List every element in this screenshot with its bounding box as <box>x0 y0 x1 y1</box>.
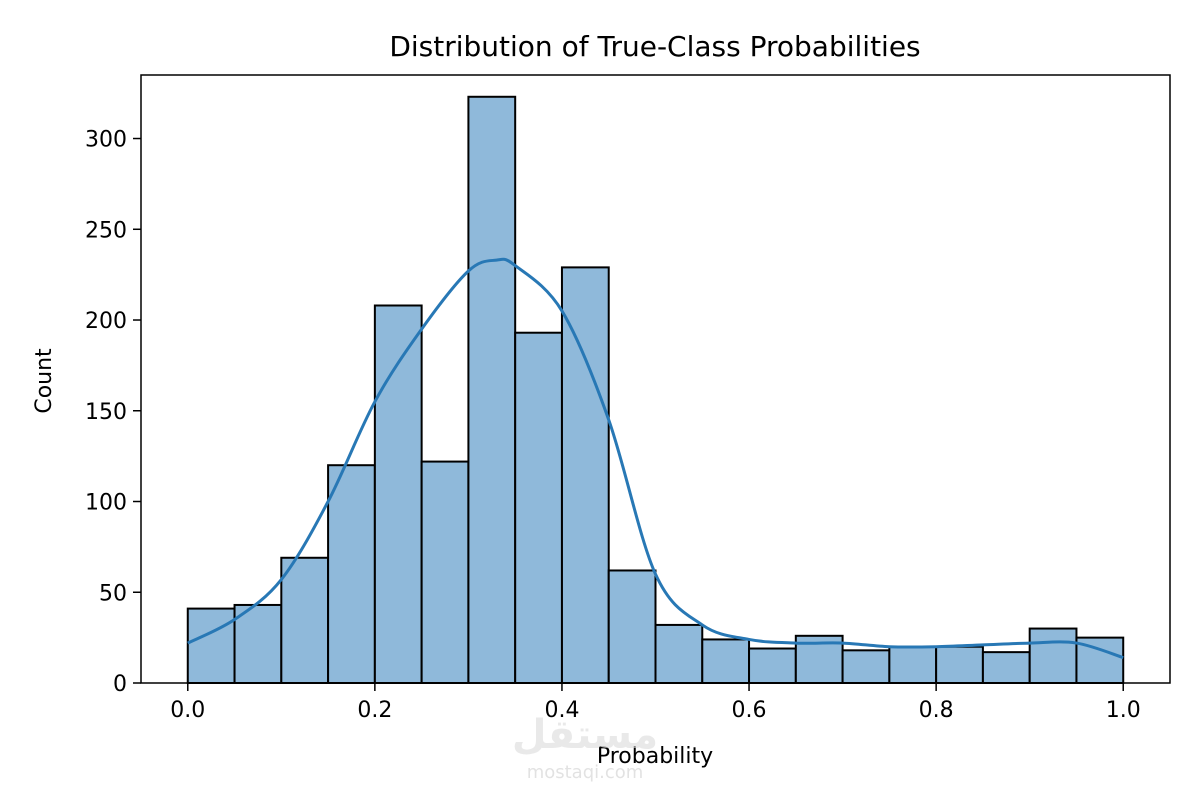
x-tick-label: 0.4 <box>544 698 579 723</box>
histogram-bar <box>654 623 704 684</box>
x-tick-label: 0.0 <box>170 698 205 723</box>
x-tick-label: 0.2 <box>357 698 392 723</box>
chart-title: Distribution of True-Class Probabilities <box>389 30 920 63</box>
axes-frame <box>140 74 1171 684</box>
x-axis-label: Probability <box>597 744 713 769</box>
x-axis-ticks: 0.0 0.2 0.4 0.6 0.8 1.0 <box>170 683 1141 723</box>
histogram-bar <box>981 651 1031 684</box>
histogram-bar <box>841 649 891 685</box>
kde-curve <box>187 257 1124 660</box>
histogram-bar <box>701 638 751 684</box>
histogram-bar <box>514 331 563 684</box>
y-tick-label: 50 <box>99 581 127 606</box>
y-tick-label: 300 <box>85 128 127 153</box>
histogram-bar <box>560 266 610 684</box>
histogram-bar <box>280 556 330 684</box>
y-axis-ticks: 0 50 100 150 200 250 300 <box>85 128 141 697</box>
y-tick-label: 0 <box>113 672 127 697</box>
y-tick-label: 200 <box>85 309 127 334</box>
histogram-bar <box>373 304 423 684</box>
histogram-bar <box>186 607 236 685</box>
histogram-bar <box>327 464 376 684</box>
y-tick-label: 100 <box>85 491 127 516</box>
x-tick-label: 0.8 <box>919 698 954 723</box>
histogram-bar <box>748 647 797 684</box>
watermark-url: mostaqi.com <box>527 762 644 783</box>
histogram-bar <box>467 95 517 684</box>
x-tick-label: 0.6 <box>732 698 767 723</box>
histogram-bar <box>607 569 657 684</box>
histogram-bar <box>1028 627 1078 685</box>
histogram-bar <box>233 603 283 684</box>
histogram-bar <box>888 645 938 684</box>
histogram-bar <box>420 460 470 684</box>
y-tick-label: 150 <box>85 400 127 425</box>
histogram-bars <box>186 95 1125 685</box>
y-axis-label: Count <box>32 348 57 414</box>
watermark-logo-text: مستقل <box>512 712 658 758</box>
y-tick-label: 250 <box>85 218 127 243</box>
histogram-bar <box>935 645 984 684</box>
x-tick-label: 1.0 <box>1106 698 1141 723</box>
